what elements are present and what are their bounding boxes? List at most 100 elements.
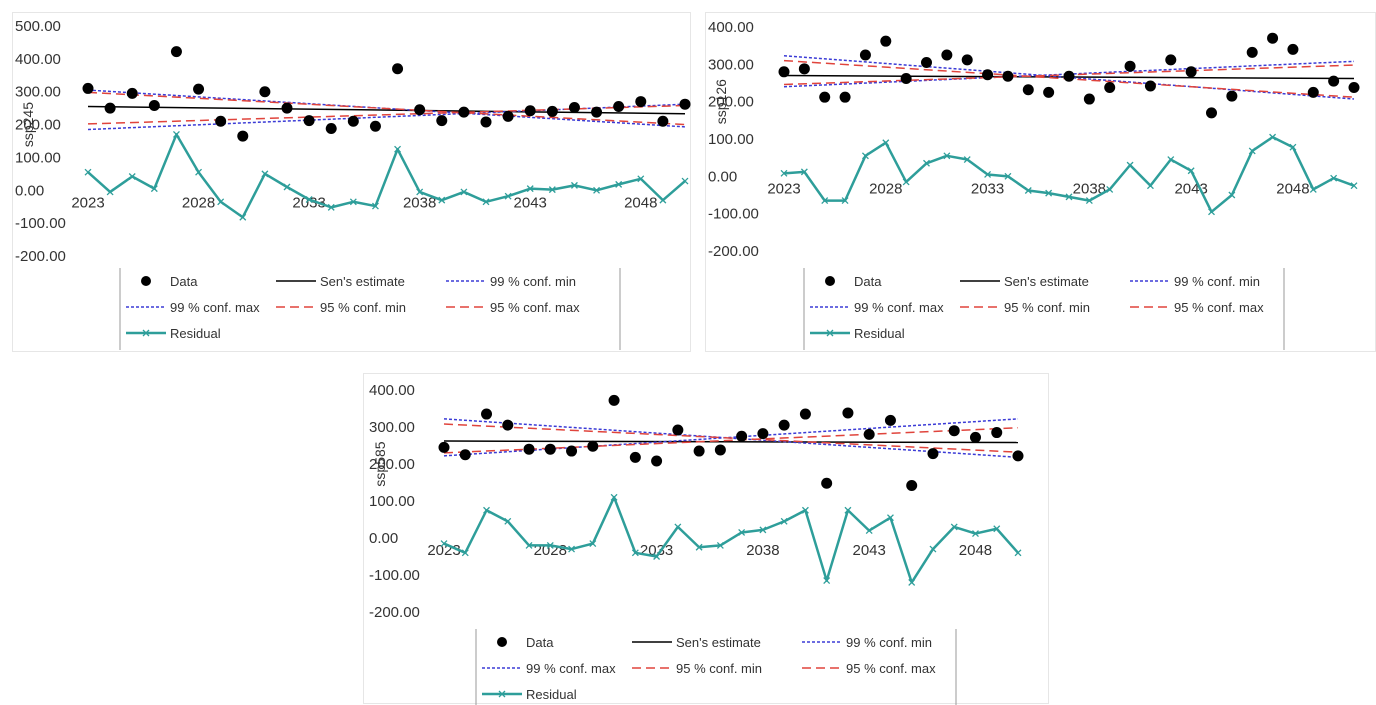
sen-estimate-line	[87, 105, 686, 115]
y-tick-label: 300.00	[708, 56, 754, 73]
data-point	[842, 407, 854, 419]
data-point	[392, 63, 404, 75]
residual-marker	[984, 171, 992, 178]
residual-marker	[637, 175, 645, 183]
residual-marker	[615, 180, 623, 188]
residual-marker	[659, 196, 667, 204]
residual-marker	[546, 541, 554, 549]
data-point	[438, 441, 450, 453]
residual-line	[443, 496, 1019, 584]
data-point	[839, 91, 851, 103]
residual-marker	[1065, 193, 1073, 201]
residual-marker	[526, 185, 534, 193]
legend-label: Data	[170, 274, 198, 289]
data-point	[921, 56, 932, 68]
residual-marker	[908, 578, 916, 586]
residual-marker	[738, 528, 746, 536]
data-point	[982, 69, 994, 81]
residual-marker	[483, 506, 490, 514]
residual-marker	[943, 152, 951, 160]
data-point	[369, 120, 381, 132]
legend-swatch-data	[825, 276, 835, 286]
data-point	[1124, 60, 1136, 72]
legend-label: 99 % conf. max	[854, 300, 944, 315]
legend-label: Sen's estimate	[320, 274, 405, 289]
residual-line	[87, 133, 686, 219]
residual-marker	[610, 493, 618, 501]
y-tick-label: 200.00	[708, 94, 754, 111]
data-point	[259, 86, 271, 98]
residual-marker	[394, 145, 402, 153]
residual-marker	[823, 577, 831, 585]
residual-marker	[504, 192, 512, 200]
residual-marker	[923, 159, 930, 167]
residual-marker	[780, 517, 788, 525]
y-tick-label: 100.00	[708, 131, 754, 148]
data-point	[170, 46, 182, 58]
data-point	[961, 54, 973, 66]
legend-label: 99 % conf. min	[490, 274, 576, 289]
residual-marker	[1106, 185, 1114, 193]
data-point	[736, 430, 748, 442]
data-point	[1307, 86, 1319, 98]
y-axis-label: ssp126	[713, 79, 729, 124]
x-tick-label: 2048	[959, 542, 992, 559]
residual-marker	[482, 198, 490, 206]
residual-marker	[461, 549, 469, 557]
residual-marker	[1330, 174, 1338, 182]
data-point	[82, 82, 94, 94]
data-point	[104, 102, 116, 114]
residual-marker	[759, 526, 767, 534]
data-point	[1012, 450, 1024, 462]
conf-95-line	[443, 426, 1019, 454]
y-tick-label: 400.00	[708, 19, 754, 36]
residual-marker	[525, 541, 533, 549]
data-point	[459, 449, 471, 461]
data-point	[1206, 107, 1217, 119]
data-point	[215, 115, 227, 127]
data-point	[566, 445, 578, 457]
residual-marker	[1248, 147, 1256, 155]
data-point	[948, 425, 960, 437]
data-point	[347, 115, 359, 127]
residual-marker	[800, 168, 808, 176]
x-tick-label: 2028	[182, 194, 215, 211]
data-point	[693, 445, 705, 457]
y-tick-label: 200.00	[369, 456, 415, 473]
conf-95-line	[87, 104, 686, 125]
legend-label: 99 % conf. min	[1174, 274, 1260, 289]
x-tick-label: 2048	[624, 194, 657, 211]
data-point	[546, 105, 558, 117]
residual-marker	[84, 168, 92, 176]
data-point	[863, 428, 875, 440]
y-tick-label: -200.00	[15, 248, 66, 265]
x-tick-label: 2023	[767, 180, 800, 197]
x-tick-label: 2038	[746, 542, 779, 559]
residual-marker	[1187, 167, 1195, 175]
legend-label: Data	[854, 274, 882, 289]
residual-marker	[993, 525, 1001, 533]
y-tick-label: -200.00	[369, 604, 420, 621]
legend-label: 99 % conf. max	[526, 661, 616, 676]
data-point	[523, 443, 535, 455]
y-tick-label: -100.00	[15, 215, 66, 232]
legend-label: Sen's estimate	[676, 635, 761, 650]
data-point	[1267, 32, 1279, 44]
residual-marker	[438, 196, 446, 204]
residual-marker	[1146, 182, 1154, 190]
residual-marker	[548, 186, 556, 194]
x-tick-label: 2023	[71, 194, 104, 211]
y-tick-label: -100.00	[708, 206, 759, 223]
data-point	[778, 66, 790, 78]
data-point	[651, 455, 663, 467]
x-tick-label: 2038	[403, 194, 436, 211]
chart-panel-ssp126: 400.00 300.00 200.00 100.00 0.00 -100.00 -200.…	[705, 12, 1376, 352]
x-tick-label: 2043	[1174, 180, 1207, 197]
data-point	[524, 105, 536, 117]
residual-marker	[371, 202, 379, 210]
legend-label: 99 % conf. max	[170, 300, 260, 315]
data-point	[1043, 86, 1055, 98]
data-point	[1022, 84, 1034, 96]
data-point	[799, 408, 811, 420]
residual-marker	[972, 530, 979, 538]
